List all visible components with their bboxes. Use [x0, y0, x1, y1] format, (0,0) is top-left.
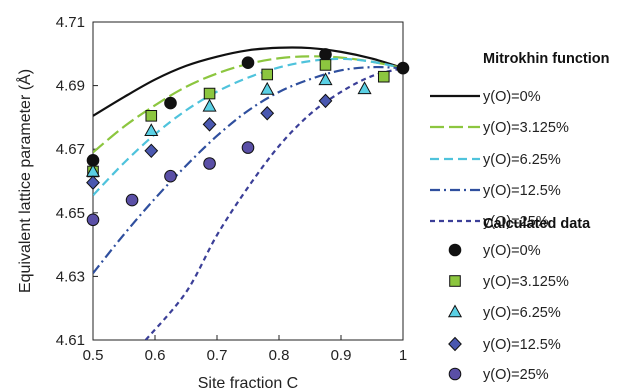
data-point [241, 56, 255, 70]
legend-label: y(O)=12.5% [483, 337, 561, 353]
x-tick-label: 1 [399, 347, 407, 364]
y-tick-label: 4.69 [56, 78, 85, 95]
legend-entry: y(O)=6.25% [447, 304, 561, 321]
legend-marker [447, 304, 463, 318]
data-point [318, 72, 333, 86]
data-point [377, 70, 390, 83]
series-line [93, 46, 403, 117]
data-point [86, 213, 100, 227]
legend-group: Calculated data y(O)=0% y(O)=3.125% y(O)=6.… [447, 216, 591, 383]
series-lines [93, 46, 403, 340]
point-series [86, 48, 410, 167]
plot-area [92, 21, 404, 341]
data-point [125, 193, 139, 207]
legend-label: y(O)=25% [483, 367, 549, 383]
legend-label: y(O)=0% [483, 243, 541, 259]
series-points [85, 48, 410, 227]
data-point [319, 48, 332, 61]
x-axis-title: Site fraction C [198, 375, 298, 392]
data-point [396, 61, 410, 75]
legend-marker [448, 243, 462, 257]
legend-entry: y(O)=3.125% [430, 120, 569, 136]
legend: Mitrokhin function y(O)=0% y(O)=3.125% y(O)… [430, 51, 609, 383]
y-tick-label: 4.71 [56, 14, 85, 31]
y-tick-label: 4.65 [56, 205, 85, 222]
data-point [318, 93, 333, 109]
data-point [86, 175, 100, 190]
series-line [144, 67, 403, 340]
x-tick-label: 0.5 [83, 347, 104, 364]
data-point [357, 81, 372, 95]
legend-marker [448, 336, 462, 352]
point-series [87, 59, 390, 178]
data-point [319, 59, 332, 71]
series-line [93, 57, 403, 197]
legend-entry: y(O)=0% [430, 89, 541, 105]
legend-entry: y(O)=12.5% [448, 336, 561, 353]
legend-label: y(O)=12.5% [483, 183, 561, 199]
legend-label: y(O)=0% [483, 89, 541, 105]
legend-entry: y(O)=12.5% [430, 183, 561, 199]
point-series [85, 72, 372, 177]
x-tick-label: 0.6 [145, 347, 166, 364]
y-tick-label: 4.63 [56, 268, 85, 285]
data-point [164, 169, 177, 183]
y-tick-label: 4.61 [56, 332, 85, 349]
data-point [203, 157, 216, 170]
legend-group: Mitrokhin function y(O)=0% y(O)=3.125% y(O)… [430, 51, 609, 230]
y-axis-title: Equivalent lattice parameter (Å) [15, 69, 34, 293]
legend-entry: y(O)=0% [448, 243, 541, 259]
point-series [86, 93, 333, 190]
legend-label: y(O)=6.25% [483, 152, 561, 168]
legend-entry: y(O)=25% [430, 214, 549, 230]
plot-frame [92, 21, 404, 341]
legend-group-title: Mitrokhin function [483, 51, 609, 67]
legend-marker [449, 275, 461, 287]
legend-label: y(O)=25% [483, 214, 549, 230]
legend-label: y(O)=3.125% [483, 274, 569, 290]
x-axis: 0.5 0.6 0.7 0.8 0.9 1 [83, 335, 407, 364]
data-point [164, 96, 177, 110]
y-axis: 4.61 4.63 4.65 4.67 4.69 4.71 [56, 14, 98, 349]
legend-entry: y(O)=3.125% [449, 274, 569, 290]
legend-group-title: Calculated data [483, 216, 591, 232]
series-line [93, 55, 403, 154]
data-point [144, 143, 159, 159]
legend-label: y(O)=6.25% [483, 305, 561, 321]
x-tick-label: 0.7 [207, 347, 228, 364]
y-tick-label: 4.67 [56, 141, 85, 158]
legend-marker [448, 367, 462, 381]
data-point [260, 81, 275, 95]
data-point [202, 98, 217, 112]
data-point [241, 141, 255, 154]
series-line [93, 65, 403, 274]
x-tick-label: 0.8 [269, 347, 290, 364]
data-point [260, 106, 275, 121]
data-point [202, 117, 217, 132]
legend-label: y(O)=3.125% [483, 120, 569, 136]
axes: 0.5 0.6 0.7 0.8 0.9 1 4.61 4.63 4.65 4.67 4.69 4.71… [15, 14, 407, 392]
data-point [144, 123, 159, 137]
legend-entry: y(O)=25% [448, 367, 549, 383]
legend-entry: y(O)=6.25% [430, 152, 561, 168]
data-point [203, 87, 216, 100]
data-point [145, 110, 158, 122]
point-series [86, 141, 255, 227]
x-tick-label: 0.9 [331, 347, 352, 364]
data-point [261, 68, 274, 81]
